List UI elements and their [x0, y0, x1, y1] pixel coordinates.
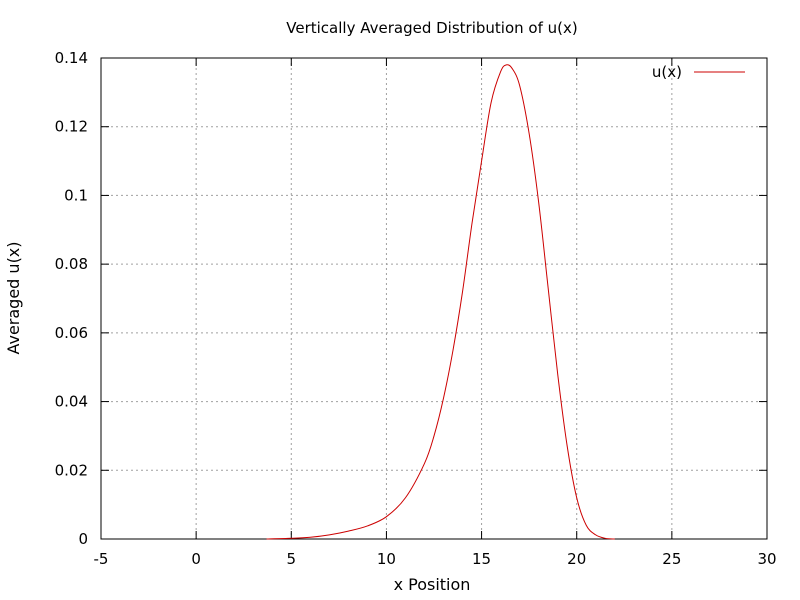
- y-axis-label: Averaged u(x): [4, 241, 23, 354]
- x-tick-label: 15: [472, 550, 491, 568]
- series-line-u-x: [266, 64, 615, 540]
- y-tick-label: 0.12: [55, 118, 88, 136]
- x-tick-label: 0: [191, 550, 201, 568]
- x-tick-label: 5: [287, 550, 297, 568]
- grid: [101, 58, 767, 539]
- legend-label: u(x): [652, 63, 682, 81]
- x-tick-label: 10: [377, 550, 396, 568]
- y-tick-label: 0.14: [55, 49, 88, 67]
- y-tick-label: 0: [78, 530, 88, 548]
- y-tick-label: 0.1: [64, 186, 88, 204]
- legend: u(x): [652, 63, 745, 81]
- y-tick-label: 0.02: [55, 461, 88, 479]
- y-tick-label: 0.06: [55, 324, 88, 342]
- x-axis-label: x Position: [394, 575, 471, 594]
- x-tick-label: 30: [757, 550, 776, 568]
- x-tick-label: 25: [662, 550, 681, 568]
- tick-labels: -5 0 5 10 15 20 25 30 0 0.02 0.04 0.06 0.08 0.1 0.12 0.…: [55, 49, 777, 568]
- y-tick-label: 0.04: [55, 393, 88, 411]
- x-tick-label: -5: [94, 550, 109, 568]
- chart-title: Vertically Averaged Distribution of u(x): [286, 19, 577, 37]
- x-tick-label: 20: [567, 550, 586, 568]
- axis-ticks: [100, 57, 768, 540]
- series-layer: [266, 64, 615, 540]
- y-tick-label: 0.08: [55, 255, 88, 273]
- plot-frame: [100, 57, 768, 540]
